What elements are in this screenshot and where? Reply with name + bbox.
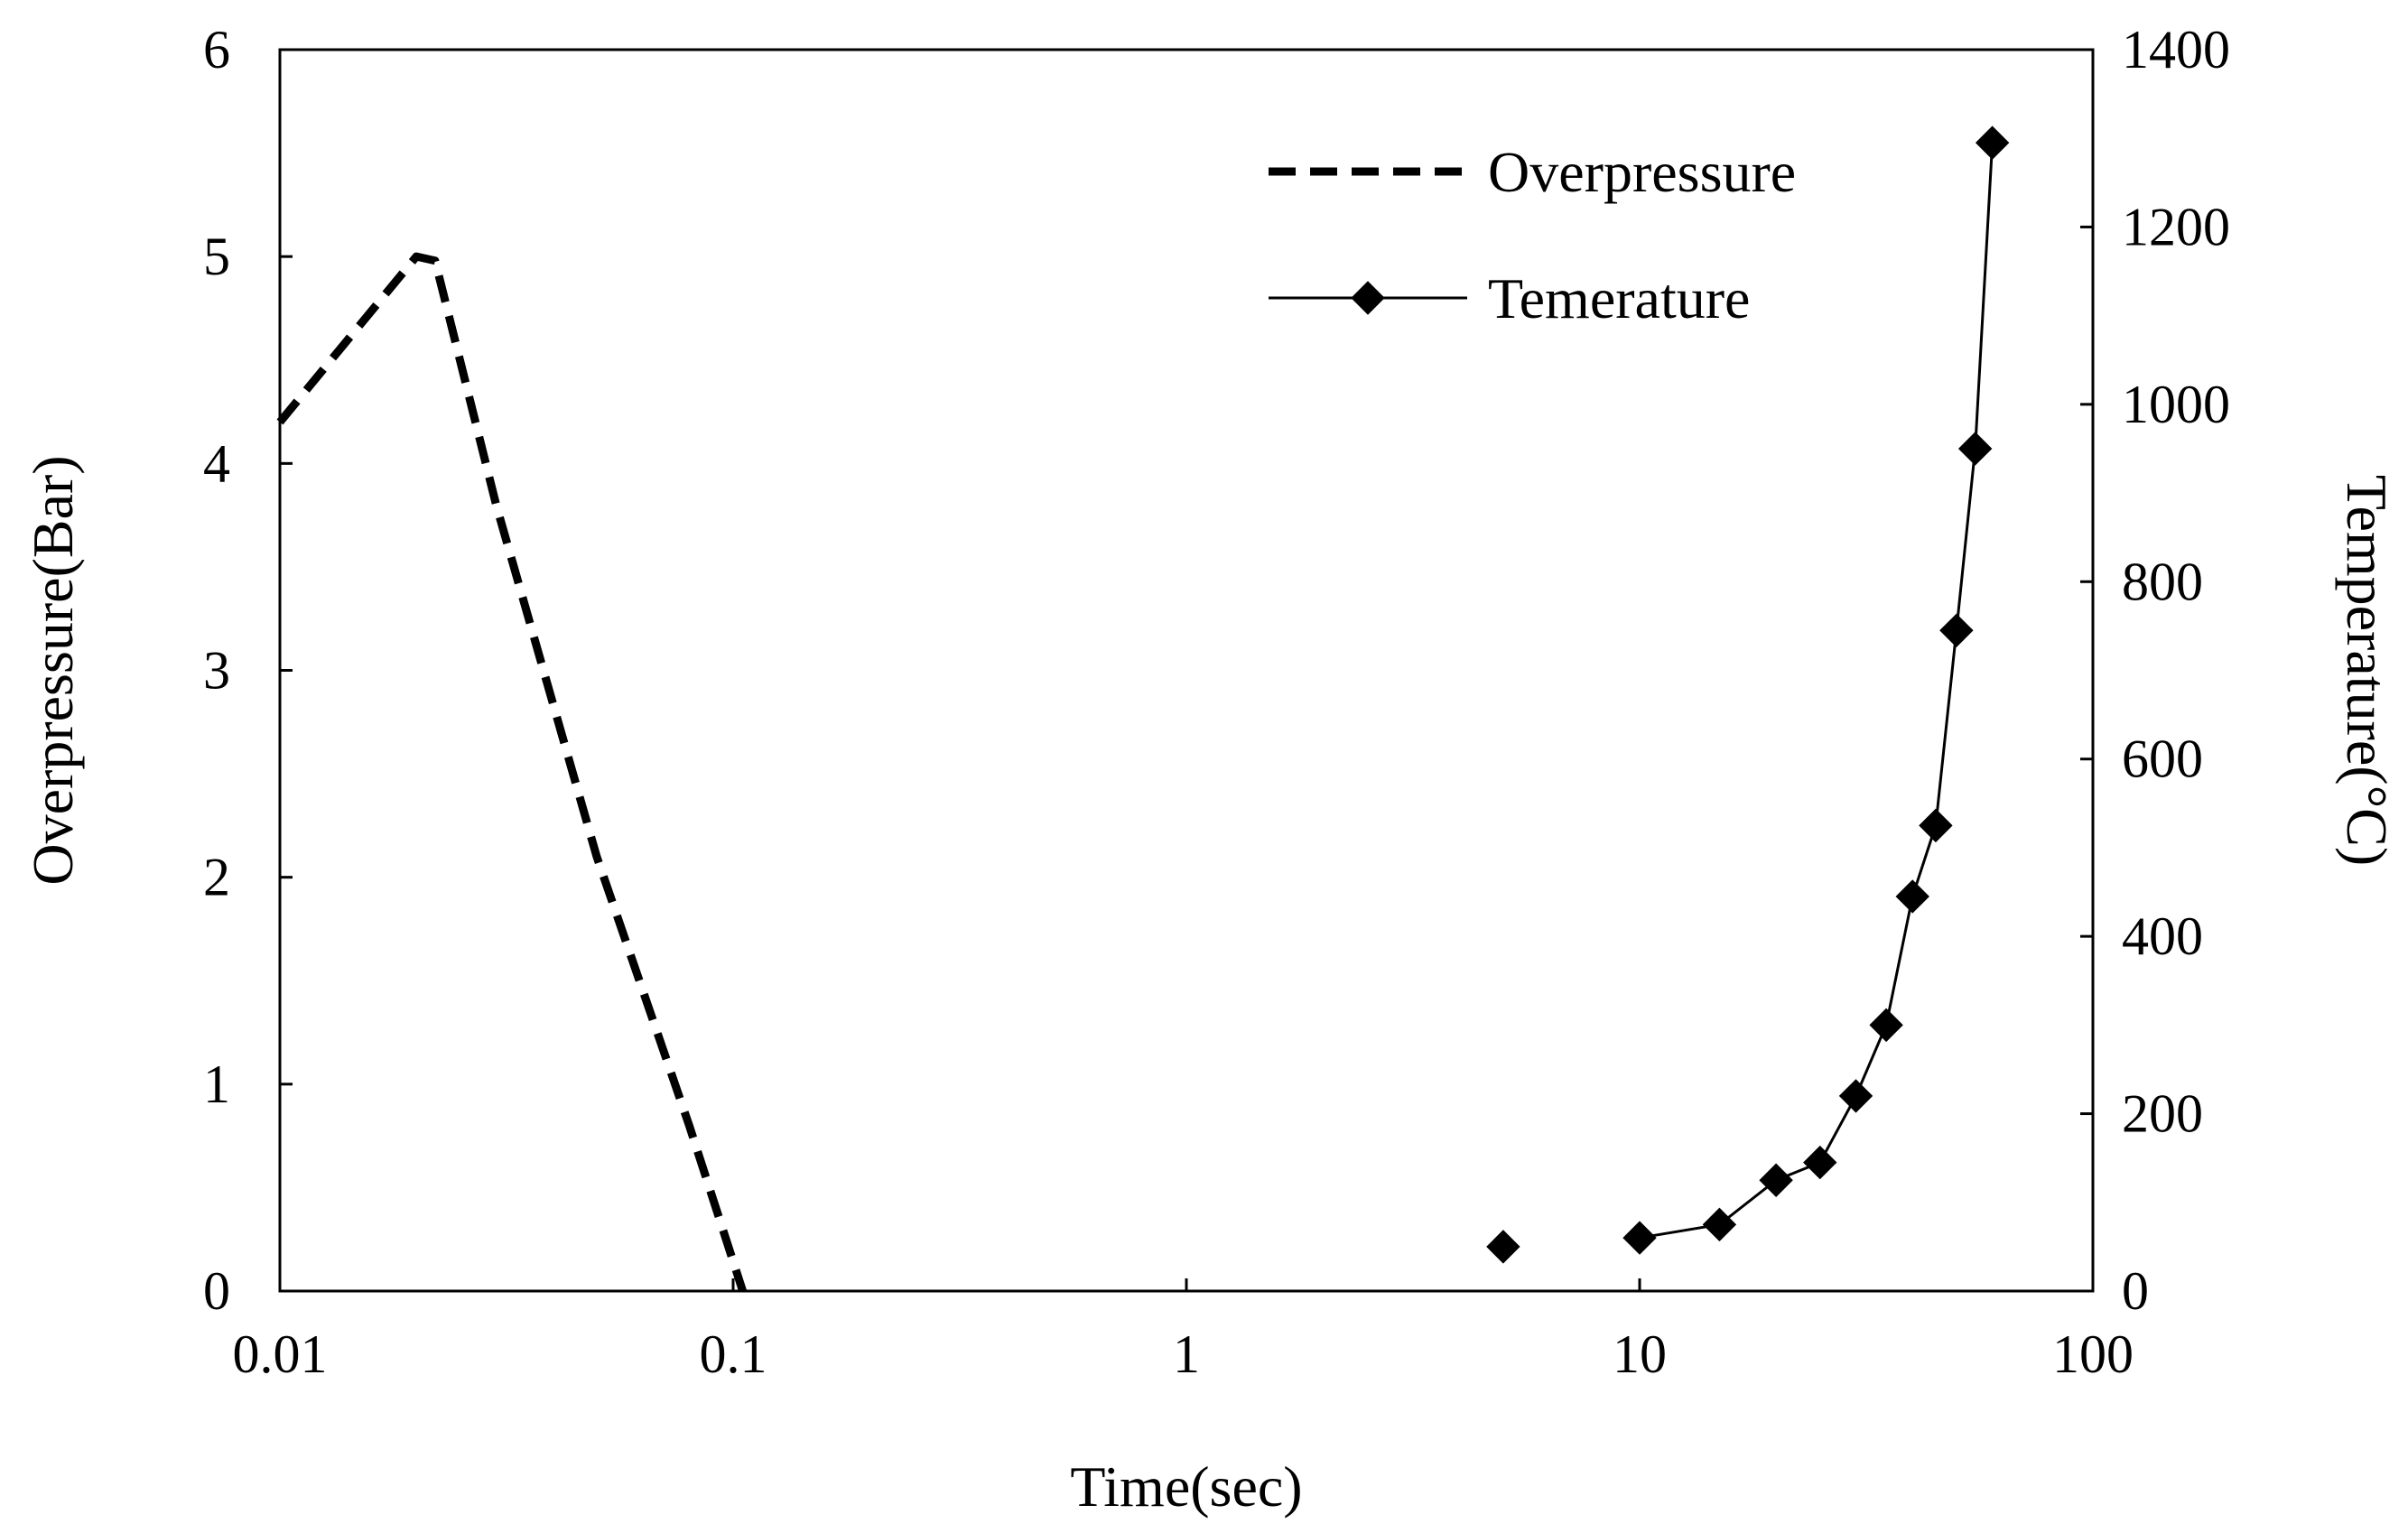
y-left-tick-label: 4	[203, 433, 230, 493]
legend-overpressure-label: Overpressure	[1488, 140, 1796, 204]
plot-frame	[278, 48, 2095, 1293]
temperature-point	[1975, 125, 2010, 160]
temperature-point	[1838, 1079, 1873, 1113]
legend-temperature-label: Temerature	[1488, 266, 1750, 330]
y-right-tick-label: 1000	[2122, 375, 2230, 434]
temperature-point	[1869, 1008, 1903, 1043]
y-left-tick-label: 6	[203, 20, 230, 79]
axes	[278, 48, 2095, 1293]
temperature-point	[1957, 432, 1993, 466]
y-right-tick-label: 0	[2122, 1261, 2149, 1321]
series	[276, 125, 2010, 1293]
temperature-point	[1895, 879, 1929, 914]
y-right-tick-label: 1200	[2122, 197, 2230, 256]
y-right-tick-label: 400	[2122, 906, 2203, 966]
ticks: 0.01 0.1 1 10 100012345602004006008001000120…	[203, 20, 2230, 1384]
temperature-point	[1759, 1163, 1793, 1197]
overpressure-line	[276, 252, 747, 1293]
y-left-tick-label: 0	[203, 1261, 230, 1321]
y-left-tick-label: 2	[203, 848, 230, 907]
y-left-tick-label: 5	[203, 227, 230, 286]
x-axis-title: Time(sec)	[1070, 1454, 1302, 1519]
temperature-point	[1702, 1207, 1737, 1242]
y-right-tick-label: 600	[2122, 729, 2203, 789]
y-left-tick-label: 3	[203, 641, 230, 701]
y-right-tick-label: 200	[2122, 1084, 2203, 1144]
legend: Overpressure Temerature	[1269, 140, 1796, 330]
temperature-point	[1622, 1221, 1657, 1255]
temperature-point	[1919, 808, 1953, 843]
temperature-point	[1486, 1230, 1520, 1264]
x-tick-label: 10	[1613, 1324, 1667, 1384]
y-left-tick-label: 1	[203, 1055, 230, 1114]
legend-temperature-marker	[1351, 281, 1385, 315]
x-tick-label: 100	[2052, 1324, 2134, 1384]
y-left-axis-title: Overpressure(Bar)	[21, 455, 85, 885]
x-tick-label: 1	[1173, 1324, 1200, 1384]
temperature-point	[1803, 1145, 1837, 1180]
y-right-tick-label: 1400	[2122, 20, 2230, 79]
x-tick-label: 0.1	[700, 1324, 767, 1384]
y-right-axis-title: Temperature(°C)	[2335, 475, 2399, 866]
y-right-tick-label: 800	[2122, 552, 2203, 611]
x-tick-label: 0.01	[233, 1324, 328, 1384]
temperature-point	[1939, 613, 1974, 648]
